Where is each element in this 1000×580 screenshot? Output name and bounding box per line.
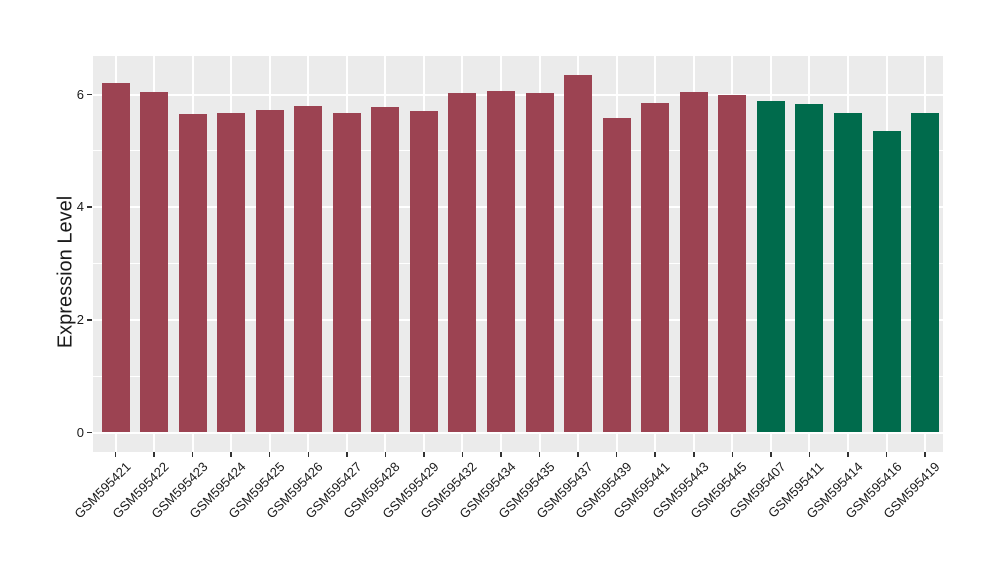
bar-GSM595443 (679, 92, 708, 433)
minor-gridline (93, 375, 943, 377)
x-axis-tick (924, 452, 926, 457)
x-axis-tick (423, 452, 425, 457)
y-axis-tick (87, 319, 92, 321)
bar-GSM595439 (602, 118, 631, 433)
bar-GSM595411 (795, 103, 824, 433)
x-axis-tick (538, 452, 541, 457)
y-axis-tick (87, 206, 92, 208)
x-axis-tick (615, 452, 618, 457)
x-axis-tick (808, 452, 811, 457)
x-axis-tick (500, 452, 502, 457)
x-axis-tick (153, 452, 155, 457)
major-gridline (93, 206, 943, 209)
bar-GSM595422 (140, 92, 169, 433)
x-axis-tick (654, 452, 656, 457)
bar-GSM595414 (833, 113, 862, 433)
x-axis-tick (230, 452, 232, 457)
bar-GSM595426 (294, 106, 323, 433)
y-tick-label: 0 (76, 424, 84, 440)
bar-GSM595421 (101, 82, 130, 433)
bar-GSM595407 (756, 101, 785, 433)
x-axis-tick (114, 452, 117, 457)
x-axis-tick (731, 452, 734, 457)
y-axis-tick (87, 431, 92, 434)
bar-GSM595434 (487, 90, 515, 433)
y-tick-label: 6 (76, 86, 84, 102)
bar-GSM595419 (911, 113, 940, 433)
minor-gridline (93, 150, 943, 152)
y-tick-label: 2 (76, 311, 84, 327)
bar-GSM595441 (641, 102, 670, 433)
x-axis-tick (191, 452, 194, 457)
bar-GSM595435 (525, 92, 554, 433)
bar-GSM595437 (564, 74, 593, 433)
bar-GSM595429 (409, 110, 438, 433)
major-gridline (93, 431, 943, 434)
bar-GSM595432 (448, 93, 477, 433)
x-axis-tick (847, 452, 849, 457)
x-axis-tick (307, 452, 309, 457)
x-axis-tick (770, 452, 772, 457)
x-axis-tick (384, 452, 387, 457)
bar-GSM595427 (332, 113, 361, 433)
major-gridline (93, 93, 943, 96)
x-axis-tick (885, 452, 888, 457)
x-axis-tick (346, 452, 348, 457)
bar-GSM595416 (872, 131, 901, 433)
major-gridline (93, 318, 943, 321)
x-axis-tick (577, 452, 579, 457)
y-axis-tick (87, 93, 92, 96)
x-axis-tick (268, 452, 271, 457)
minor-gridline (93, 263, 943, 264)
plot-panel (93, 56, 943, 452)
x-axis-tick (461, 452, 464, 457)
y-tick-label: 4 (76, 199, 84, 215)
bar-GSM595423 (178, 114, 207, 433)
bar-GSM595445 (718, 94, 747, 433)
bar-GSM595428 (371, 107, 400, 433)
bar-GSM595424 (217, 112, 246, 433)
bar-GSM595425 (255, 110, 284, 433)
x-axis-tick (693, 452, 695, 457)
